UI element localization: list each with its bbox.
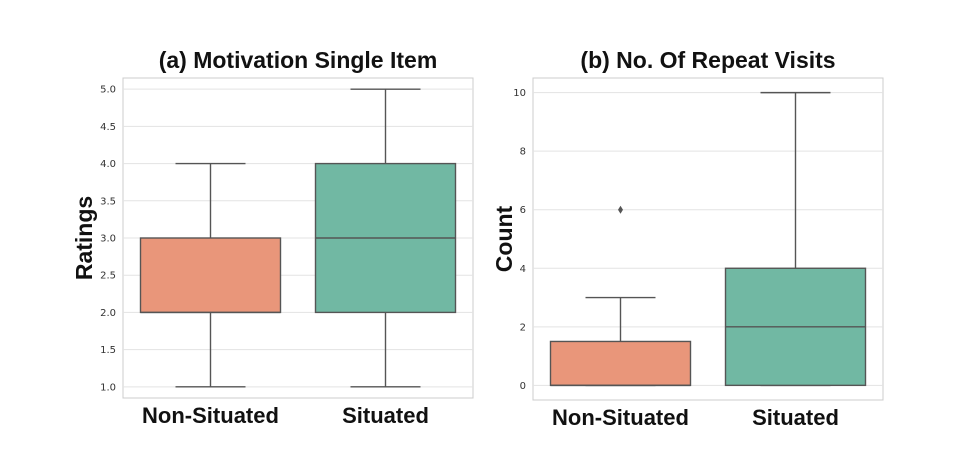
box-0 <box>139 237 282 314</box>
x-tick-label: Non-Situated <box>552 405 689 430</box>
y-tick-label: 1.5 <box>100 345 116 356</box>
y-tick-label: 4 <box>520 264 526 275</box>
boxes <box>139 88 457 388</box>
y-tick-label: 4.0 <box>100 159 116 170</box>
panel-motivation: 1.0 1.5 2.0 2.5 3.0 3.5 4.0 4.5 5.0 Non-Situated… <box>71 47 474 428</box>
y-tick-labels: 0 2 4 6 8 10 <box>513 88 526 392</box>
y-axis-label: Ratings <box>71 196 97 280</box>
chart-title: (b) No. Of Repeat Visits <box>580 47 835 73</box>
outlier-point <box>618 205 623 214</box>
y-axis-label: Count <box>491 205 517 272</box>
y-tick-label: 8 <box>520 147 526 158</box>
y-tick-label: 2.0 <box>100 308 116 319</box>
x-tick-labels: Non-Situated Situated <box>142 403 429 428</box>
y-tick-label: 10 <box>513 88 526 99</box>
y-tick-label: 0 <box>520 381 526 392</box>
y-tick-label: 2 <box>520 322 526 333</box>
y-tick-label: 4.5 <box>100 122 116 133</box>
panel-repeat-visits: 0 2 4 6 8 10 Non-Situated Situated (b) No. Of … <box>491 47 884 430</box>
x-tick-label: Non-Situated <box>142 403 279 428</box>
chart-title: (a) Motivation Single Item <box>159 47 438 73</box>
x-tick-labels: Non-Situated Situated <box>552 405 839 430</box>
y-tick-label: 1.0 <box>100 382 116 393</box>
y-tick-label: 5.0 <box>100 85 116 96</box>
box-0 <box>549 340 692 387</box>
y-tick-labels: 1.0 1.5 2.0 2.5 3.0 3.5 4.0 4.5 5.0 <box>100 85 116 394</box>
x-tick-label: Situated <box>752 405 839 430</box>
y-tick-label: 3.5 <box>100 196 116 207</box>
y-tick-label: 6 <box>520 205 526 216</box>
boxes <box>549 91 867 387</box>
y-tick-label: 2.5 <box>100 271 116 282</box>
y-tick-label: 3.0 <box>100 234 116 245</box>
x-tick-label: Situated <box>342 403 429 428</box>
